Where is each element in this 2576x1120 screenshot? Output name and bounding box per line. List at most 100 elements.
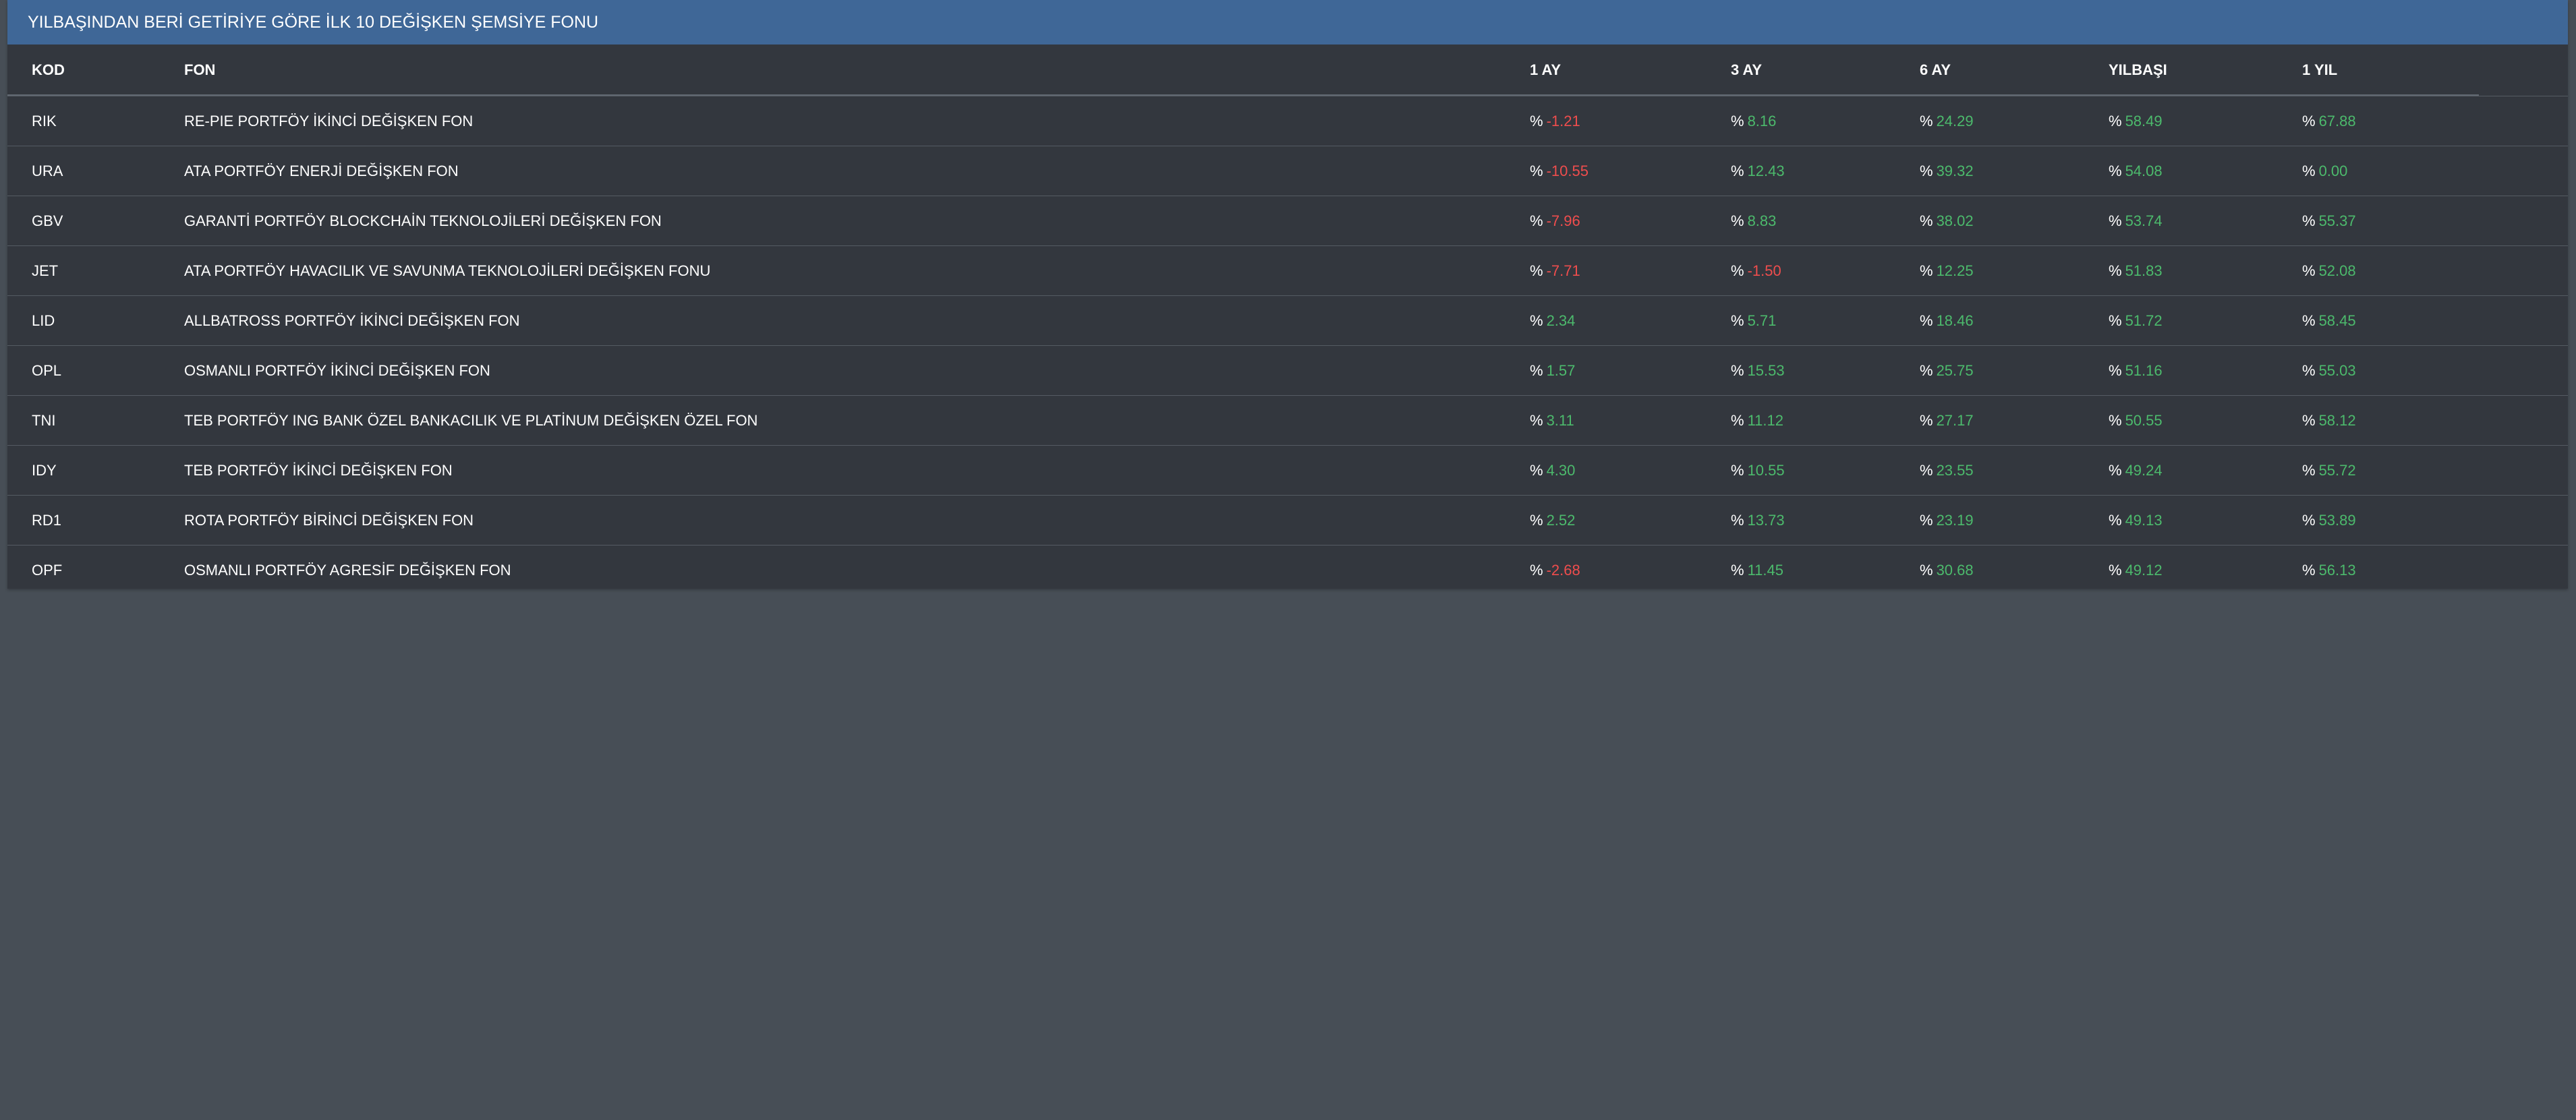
fund-code-cell: OPL [32,361,62,379]
percent-sign: % [2302,411,2316,429]
column-header-ytd[interactable]: YILBAŞI [2109,61,2167,78]
percent-sign: % [1731,561,1744,579]
fund-name-cell: ATA PORTFÖY HAVACILIK VE SAVUNMA TEKNOLO… [184,262,711,279]
return-6-month-value: 30.68 [1936,561,1974,579]
return-1-year-value: 56.13 [2318,561,2356,579]
table-row[interactable]: IDY TEB PORTFÖY İKİNCİ DEĞİŞKEN FON% 4.30%… [7,445,2568,495]
percent-sign: % [2109,361,2122,379]
return-1-month-cell: % -7.71 [1530,246,1580,295]
table-body: RIK RE-PIE PORTFÖY İKİNCİ DEĞİŞKEN FON% -1… [7,96,2568,595]
table-row[interactable]: RIK RE-PIE PORTFÖY İKİNCİ DEĞİŞKEN FON% -1… [7,96,2568,146]
percent-sign: % [1920,411,1933,429]
return-1-year-cell: % 55.03 [2302,346,2356,395]
table-row[interactable]: LID ALLBATROSS PORTFÖY İKİNCİ DEĞİŞKEN FO… [7,295,2568,345]
return-ytd-cell: % 50.55 [2109,396,2163,445]
return-3-month-cell: % -1.50 [1731,246,1781,295]
fund-code-cell: URA [32,162,63,179]
column-header-fon[interactable]: FON [184,61,216,78]
percent-sign: % [2302,212,2316,229]
percent-sign: % [1920,461,1933,479]
percent-sign: % [1731,312,1744,329]
percent-sign: % [2109,411,2122,429]
percent-sign: % [1530,561,1543,579]
percent-sign: % [2109,511,2122,529]
return-ytd-cell: % 51.16 [2109,346,2163,395]
percent-sign: % [2302,561,2316,579]
header-divider [7,94,2479,96]
percent-sign: % [1731,112,1744,129]
return-3-month-cell: % 11.12 [1731,396,1783,445]
return-3-month-cell: % 8.83 [1731,196,1776,245]
fund-name-cell: OSMANLI PORTFÖY AGRESİF DEĞİŞKEN FON [184,561,511,579]
return-1-year-cell: % 67.88 [2302,96,2356,146]
funds-table: KOD FON 1 AY 3 AY 6 AY YILBAŞI 1 YIL RIK… [7,45,2568,595]
table-row[interactable]: OPL OSMANLI PORTFÖY İKİNCİ DEĞİŞKEN FON% 1… [7,345,2568,395]
table-row[interactable]: OPF OSMANLI PORTFÖY AGRESİF DEĞİŞKEN FON%… [7,545,2568,595]
return-ytd-value: 51.16 [2125,361,2163,379]
fund-code-cell: JET [32,262,59,279]
return-3-month-cell: % 10.55 [1731,446,1785,495]
return-3-month-value: 11.45 [1747,561,1783,579]
return-ytd-cell: % 54.08 [2109,146,2163,196]
return-3-month-value: 13.73 [1747,511,1785,529]
return-6-month-value: 23.55 [1936,461,1974,479]
percent-sign: % [1731,461,1744,479]
table-row[interactable]: GBV GARANTİ PORTFÖY BLOCKCHAİN TEKNOLOJİL… [7,196,2568,245]
return-1-month-value: 4.30 [1546,461,1576,479]
return-3-month-cell: % 13.73 [1731,496,1785,545]
column-header-kod[interactable]: KOD [32,61,65,78]
return-1-year-value: 52.08 [2318,262,2356,279]
percent-sign: % [1731,212,1744,229]
fund-name-cell: OSMANLI PORTFÖY İKİNCİ DEĞİŞKEN FON [184,361,490,379]
return-1-year-cell: % 55.72 [2302,446,2356,495]
return-ytd-value: 49.13 [2125,511,2163,529]
fund-name-cell: ATA PORTFÖY ENERJİ DEĞİŞKEN FON [184,162,459,179]
return-1-year-cell: % 58.45 [2302,296,2356,345]
percent-sign: % [2302,361,2316,379]
fund-name-cell: TEB PORTFÖY ING BANK ÖZEL BANKACILIK VE … [184,411,758,429]
column-header-1-month[interactable]: 1 AY [1530,61,1562,78]
percent-sign: % [1530,162,1543,179]
return-ytd-value: 50.55 [2125,411,2163,429]
fund-code-cell: IDY [32,461,57,479]
return-6-month-value: 39.32 [1936,162,1974,179]
fund-code-cell: RD1 [32,511,62,529]
return-ytd-value: 51.83 [2125,262,2163,279]
fund-name-cell: RE-PIE PORTFÖY İKİNCİ DEĞİŞKEN FON [184,112,474,129]
percent-sign: % [2302,162,2316,179]
percent-sign: % [1530,262,1543,279]
return-3-month-cell: % 11.45 [1731,546,1783,595]
return-1-month-value: -7.71 [1546,262,1580,279]
return-6-month-cell: % 23.19 [1920,496,1974,545]
return-3-month-value: 8.83 [1747,212,1777,229]
percent-sign: % [1731,511,1744,529]
fund-code-cell: GBV [32,212,63,229]
return-ytd-cell: % 49.12 [2109,546,2163,595]
return-1-year-value: 58.12 [2318,411,2356,429]
table-row[interactable]: JET ATA PORTFÖY HAVACILIK VE SAVUNMA TEKN… [7,245,2568,295]
percent-sign: % [1530,411,1543,429]
fund-name-cell: GARANTİ PORTFÖY BLOCKCHAİN TEKNOLOJİLERİ… [184,212,662,229]
panel-title-bar: YILBAŞINDAN BERİ GETİRİYE GÖRE İLK 10 DE… [7,0,2568,45]
return-1-year-value: 58.45 [2318,312,2356,329]
return-6-month-value: 23.19 [1936,511,1974,529]
percent-sign: % [1731,262,1744,279]
column-header-6-month[interactable]: 6 AY [1920,61,1951,78]
column-header-3-month[interactable]: 3 AY [1731,61,1763,78]
return-1-month-cell: % -10.55 [1530,146,1588,196]
return-1-month-value: -2.68 [1546,561,1580,579]
percent-sign: % [1920,212,1933,229]
table-row[interactable]: TNI TEB PORTFÖY ING BANK ÖZEL BANKACILIK … [7,395,2568,445]
table-row[interactable]: RD1 ROTA PORTFÖY BİRİNCİ DEĞİŞKEN FON% 2.5… [7,495,2568,545]
return-6-month-value: 27.17 [1936,411,1974,429]
return-3-month-value: 15.53 [1747,361,1785,379]
table-row[interactable]: URA ATA PORTFÖY ENERJİ DEĞİŞKEN FON % -10.5… [7,146,2568,196]
return-1-month-cell: % 1.57 [1530,346,1575,395]
return-6-month-value: 12.25 [1936,262,1974,279]
column-header-1-year[interactable]: 1 YIL [2302,61,2338,78]
percent-sign: % [1731,411,1744,429]
return-1-year-value: 55.03 [2318,361,2356,379]
return-ytd-value: 58.49 [2125,112,2163,129]
return-ytd-cell: % 49.24 [2109,446,2163,495]
return-6-month-cell: % 38.02 [1920,196,1974,245]
